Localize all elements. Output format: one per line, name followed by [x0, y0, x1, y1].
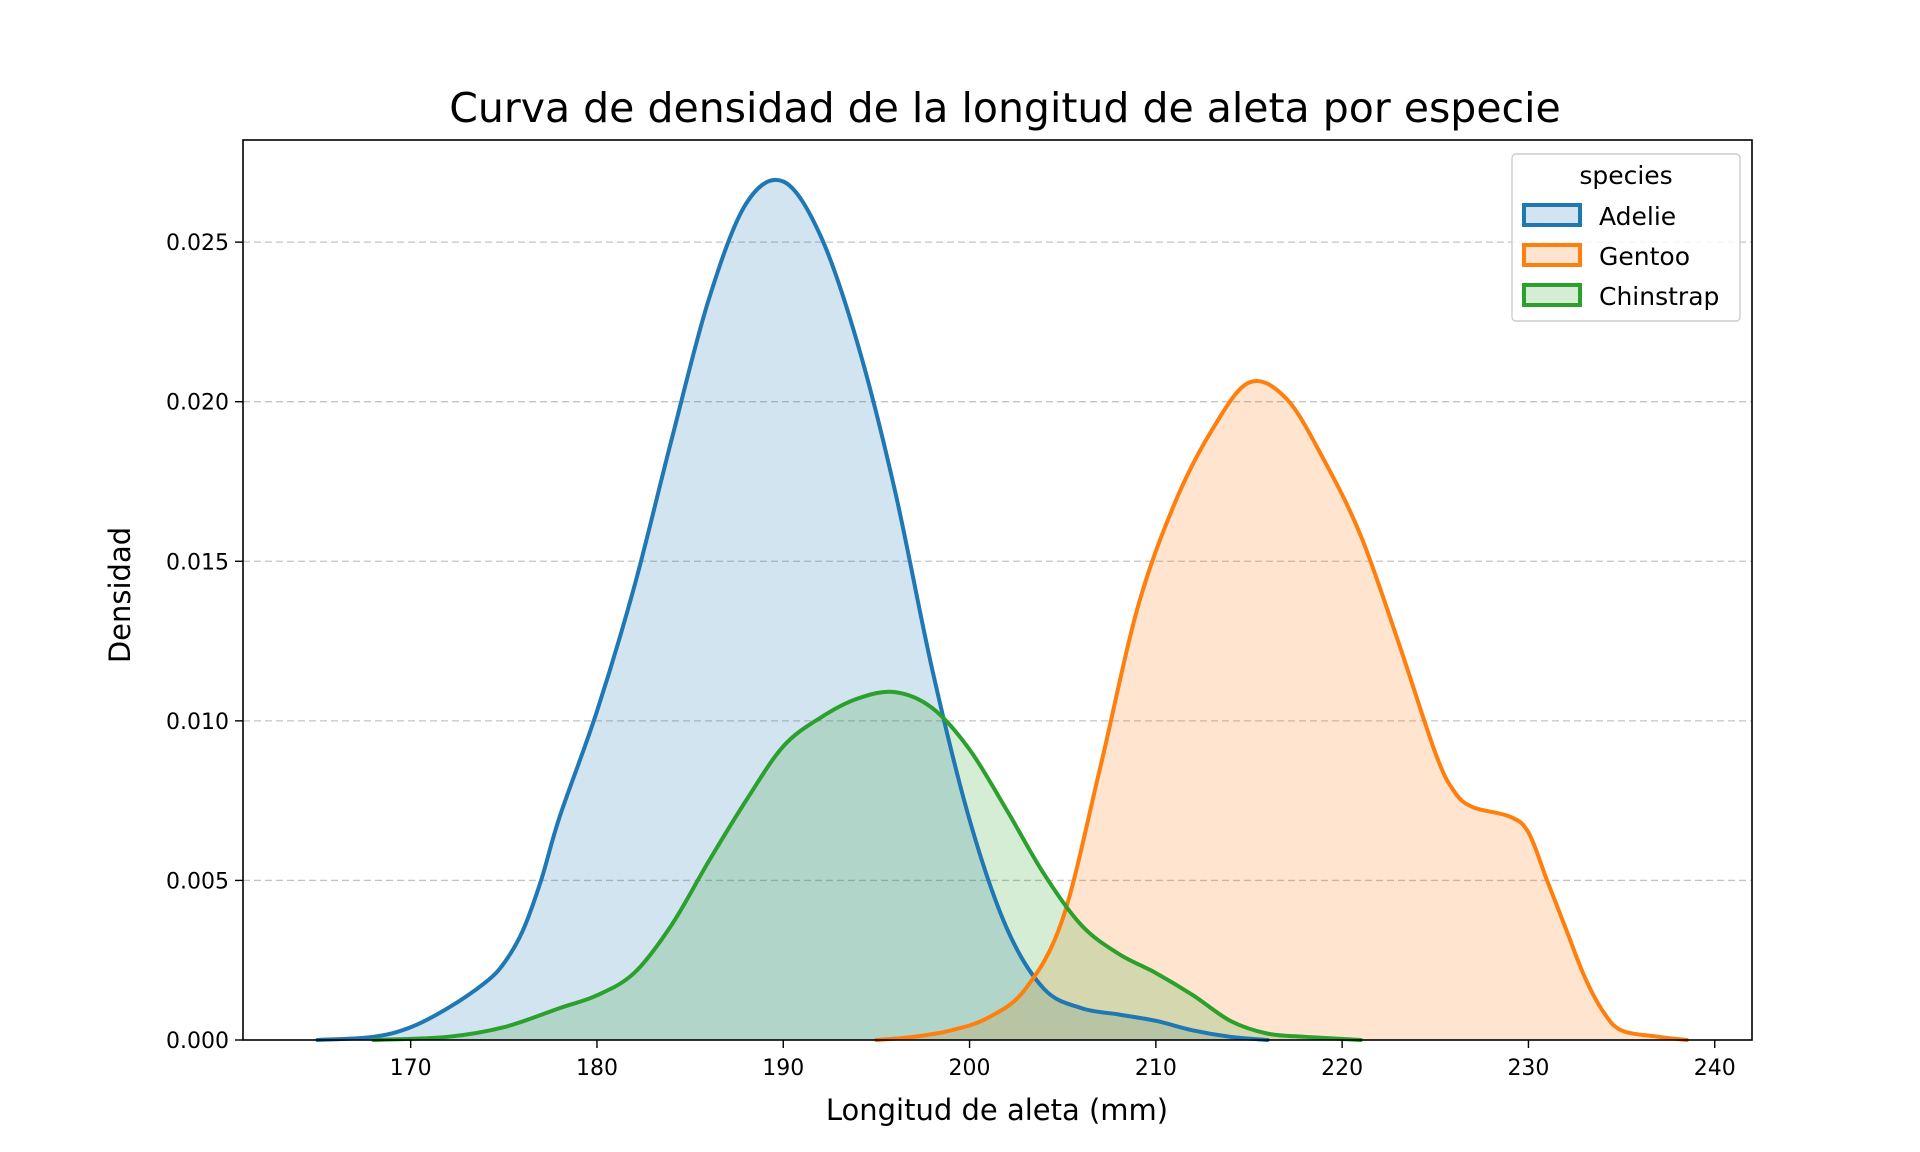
x-tick-label-230: 230 — [1507, 1056, 1549, 1081]
legend-swatch-chinstrap — [1522, 283, 1582, 307]
x-tick-label-170: 170 — [390, 1056, 432, 1081]
plot-frame — [242, 139, 1753, 1041]
grid-lines — [243, 241, 1752, 882]
y-axis-ticks: 0.000 0.005 0.010 0.015 0.020 0.025 — [166, 231, 243, 1054]
y-tick-label-4: 0.020 — [166, 391, 229, 416]
legend-swatch-adelie — [1522, 203, 1582, 227]
x-tick-label-180: 180 — [576, 1056, 618, 1081]
x-tick-label-190: 190 — [762, 1056, 804, 1081]
legend-items: Adelie Gentoo Chinstrap — [1522, 202, 1719, 311]
x-tick-label-210: 210 — [1135, 1056, 1177, 1081]
y-tick-label-5: 0.025 — [166, 231, 229, 256]
x-tick-label-240: 240 — [1694, 1056, 1736, 1081]
legend-label-adelie: Adelie — [1599, 202, 1676, 231]
chart-title: Curva de densidad de la longitud de alet… — [449, 84, 1560, 132]
legend-box — [1511, 153, 1741, 322]
x-tick-label-220: 220 — [1321, 1056, 1363, 1081]
y-tick-label-3: 0.015 — [166, 550, 229, 575]
legend-title: species — [1579, 161, 1672, 190]
density-area-gentoo — [876, 380, 1687, 1040]
legend: species Adelie Gentoo Chinstrap — [1511, 153, 1741, 322]
y-tick-label-1: 0.005 — [166, 869, 229, 894]
x-axis-ticks: 170 180 190 200 210 220 230 240 — [390, 1040, 1736, 1081]
density-line-chinstrap — [371, 689, 1363, 1042]
x-axis-title: Longitud de aleta (mm) — [826, 1093, 1168, 1127]
legend-swatch-gentoo — [1522, 243, 1582, 267]
y-axis-title: Densidad — [103, 527, 137, 663]
y-tick-label-2: 0.010 — [166, 710, 229, 735]
density-area-adelie — [317, 179, 1268, 1040]
density-lines — [315, 177, 1689, 1042]
x-tick-label-200: 200 — [949, 1056, 991, 1081]
legend-label-chinstrap: Chinstrap — [1599, 282, 1719, 311]
legend-label-gentoo: Gentoo — [1599, 242, 1690, 271]
y-tick-label-0: 0.000 — [166, 1029, 229, 1054]
density-line-gentoo — [874, 379, 1689, 1042]
density-line-adelie — [315, 177, 1270, 1042]
